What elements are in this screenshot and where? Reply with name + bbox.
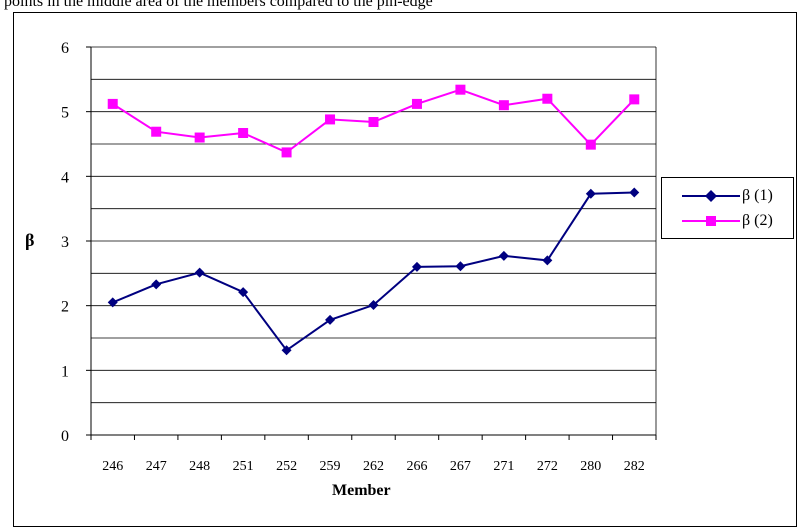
point-series-2-282 [629, 94, 640, 105]
y-tick-label: 0 [61, 428, 69, 445]
legend-swatch-series-1 [682, 190, 740, 202]
point-series-1-252 [281, 345, 292, 356]
point-series-2-251 [238, 128, 249, 139]
point-series-1-251 [238, 287, 249, 298]
legend-swatch-series-2 [682, 216, 740, 226]
point-series-1-262 [368, 300, 379, 311]
top-caption: points in the middle area of the members… [4, 0, 433, 10]
point-series-1-272 [542, 255, 553, 266]
y-axis-label: β [25, 230, 35, 250]
x-tick-label-259: 259 [320, 459, 341, 474]
point-series-1-247 [151, 279, 162, 290]
x-tick-label-246: 246 [102, 459, 123, 474]
point-series-2-262 [368, 117, 379, 128]
series-line-1 [112, 191, 635, 352]
x-tick-label-262: 262 [363, 459, 384, 474]
x-tick-label-266: 266 [406, 459, 427, 474]
y-tick-label: 3 [61, 234, 69, 251]
x-axis-label: Member [332, 482, 391, 499]
x-tick-label-252: 252 [276, 459, 297, 474]
point-series-2-252 [281, 147, 292, 158]
point-series-1-246 [107, 297, 118, 308]
x-tick-label-248: 248 [189, 459, 210, 474]
x-tick-label-282: 282 [624, 459, 645, 474]
x-tick-label-280: 280 [580, 459, 601, 474]
y-tick-label: 6 [61, 40, 69, 57]
x-tick-label-247: 247 [146, 459, 167, 474]
point-series-1-282 [629, 187, 640, 198]
point-series-1-248 [194, 267, 205, 278]
x-tick-label-267: 267 [450, 459, 471, 474]
x-tick-label-271: 271 [493, 459, 514, 474]
legend-entry-series-2: β (2) [662, 211, 795, 231]
x-tick-label-272: 272 [537, 459, 558, 474]
point-series-2-266 [411, 98, 422, 109]
point-series-1-259 [325, 314, 336, 325]
legend-entry-series-1: β (1) [662, 186, 795, 206]
point-series-1-266 [411, 261, 422, 272]
legend-label-series-2: β (2) [742, 212, 773, 229]
point-series-2-280 [585, 139, 596, 150]
legend: β (1) β (2) [661, 177, 794, 239]
point-series-1-271 [498, 250, 509, 261]
y-tick-label: 2 [61, 299, 69, 316]
legend-label-series-1: β (1) [742, 187, 773, 204]
point-series-2-246 [107, 98, 118, 109]
y-tick-label: 4 [61, 169, 69, 186]
point-series-2-248 [194, 132, 205, 143]
point-series-2-272 [542, 93, 553, 104]
point-series-2-267 [455, 84, 466, 95]
chart-frame [13, 12, 797, 527]
point-series-2-271 [498, 100, 509, 111]
point-series-2-247 [151, 126, 162, 137]
point-series-1-267 [455, 261, 466, 272]
y-tick-label: 1 [61, 363, 69, 380]
point-series-1-280 [585, 188, 596, 199]
y-tick-label: 5 [61, 105, 69, 122]
x-tick-label-251: 251 [233, 459, 254, 474]
point-series-2-259 [325, 114, 336, 125]
